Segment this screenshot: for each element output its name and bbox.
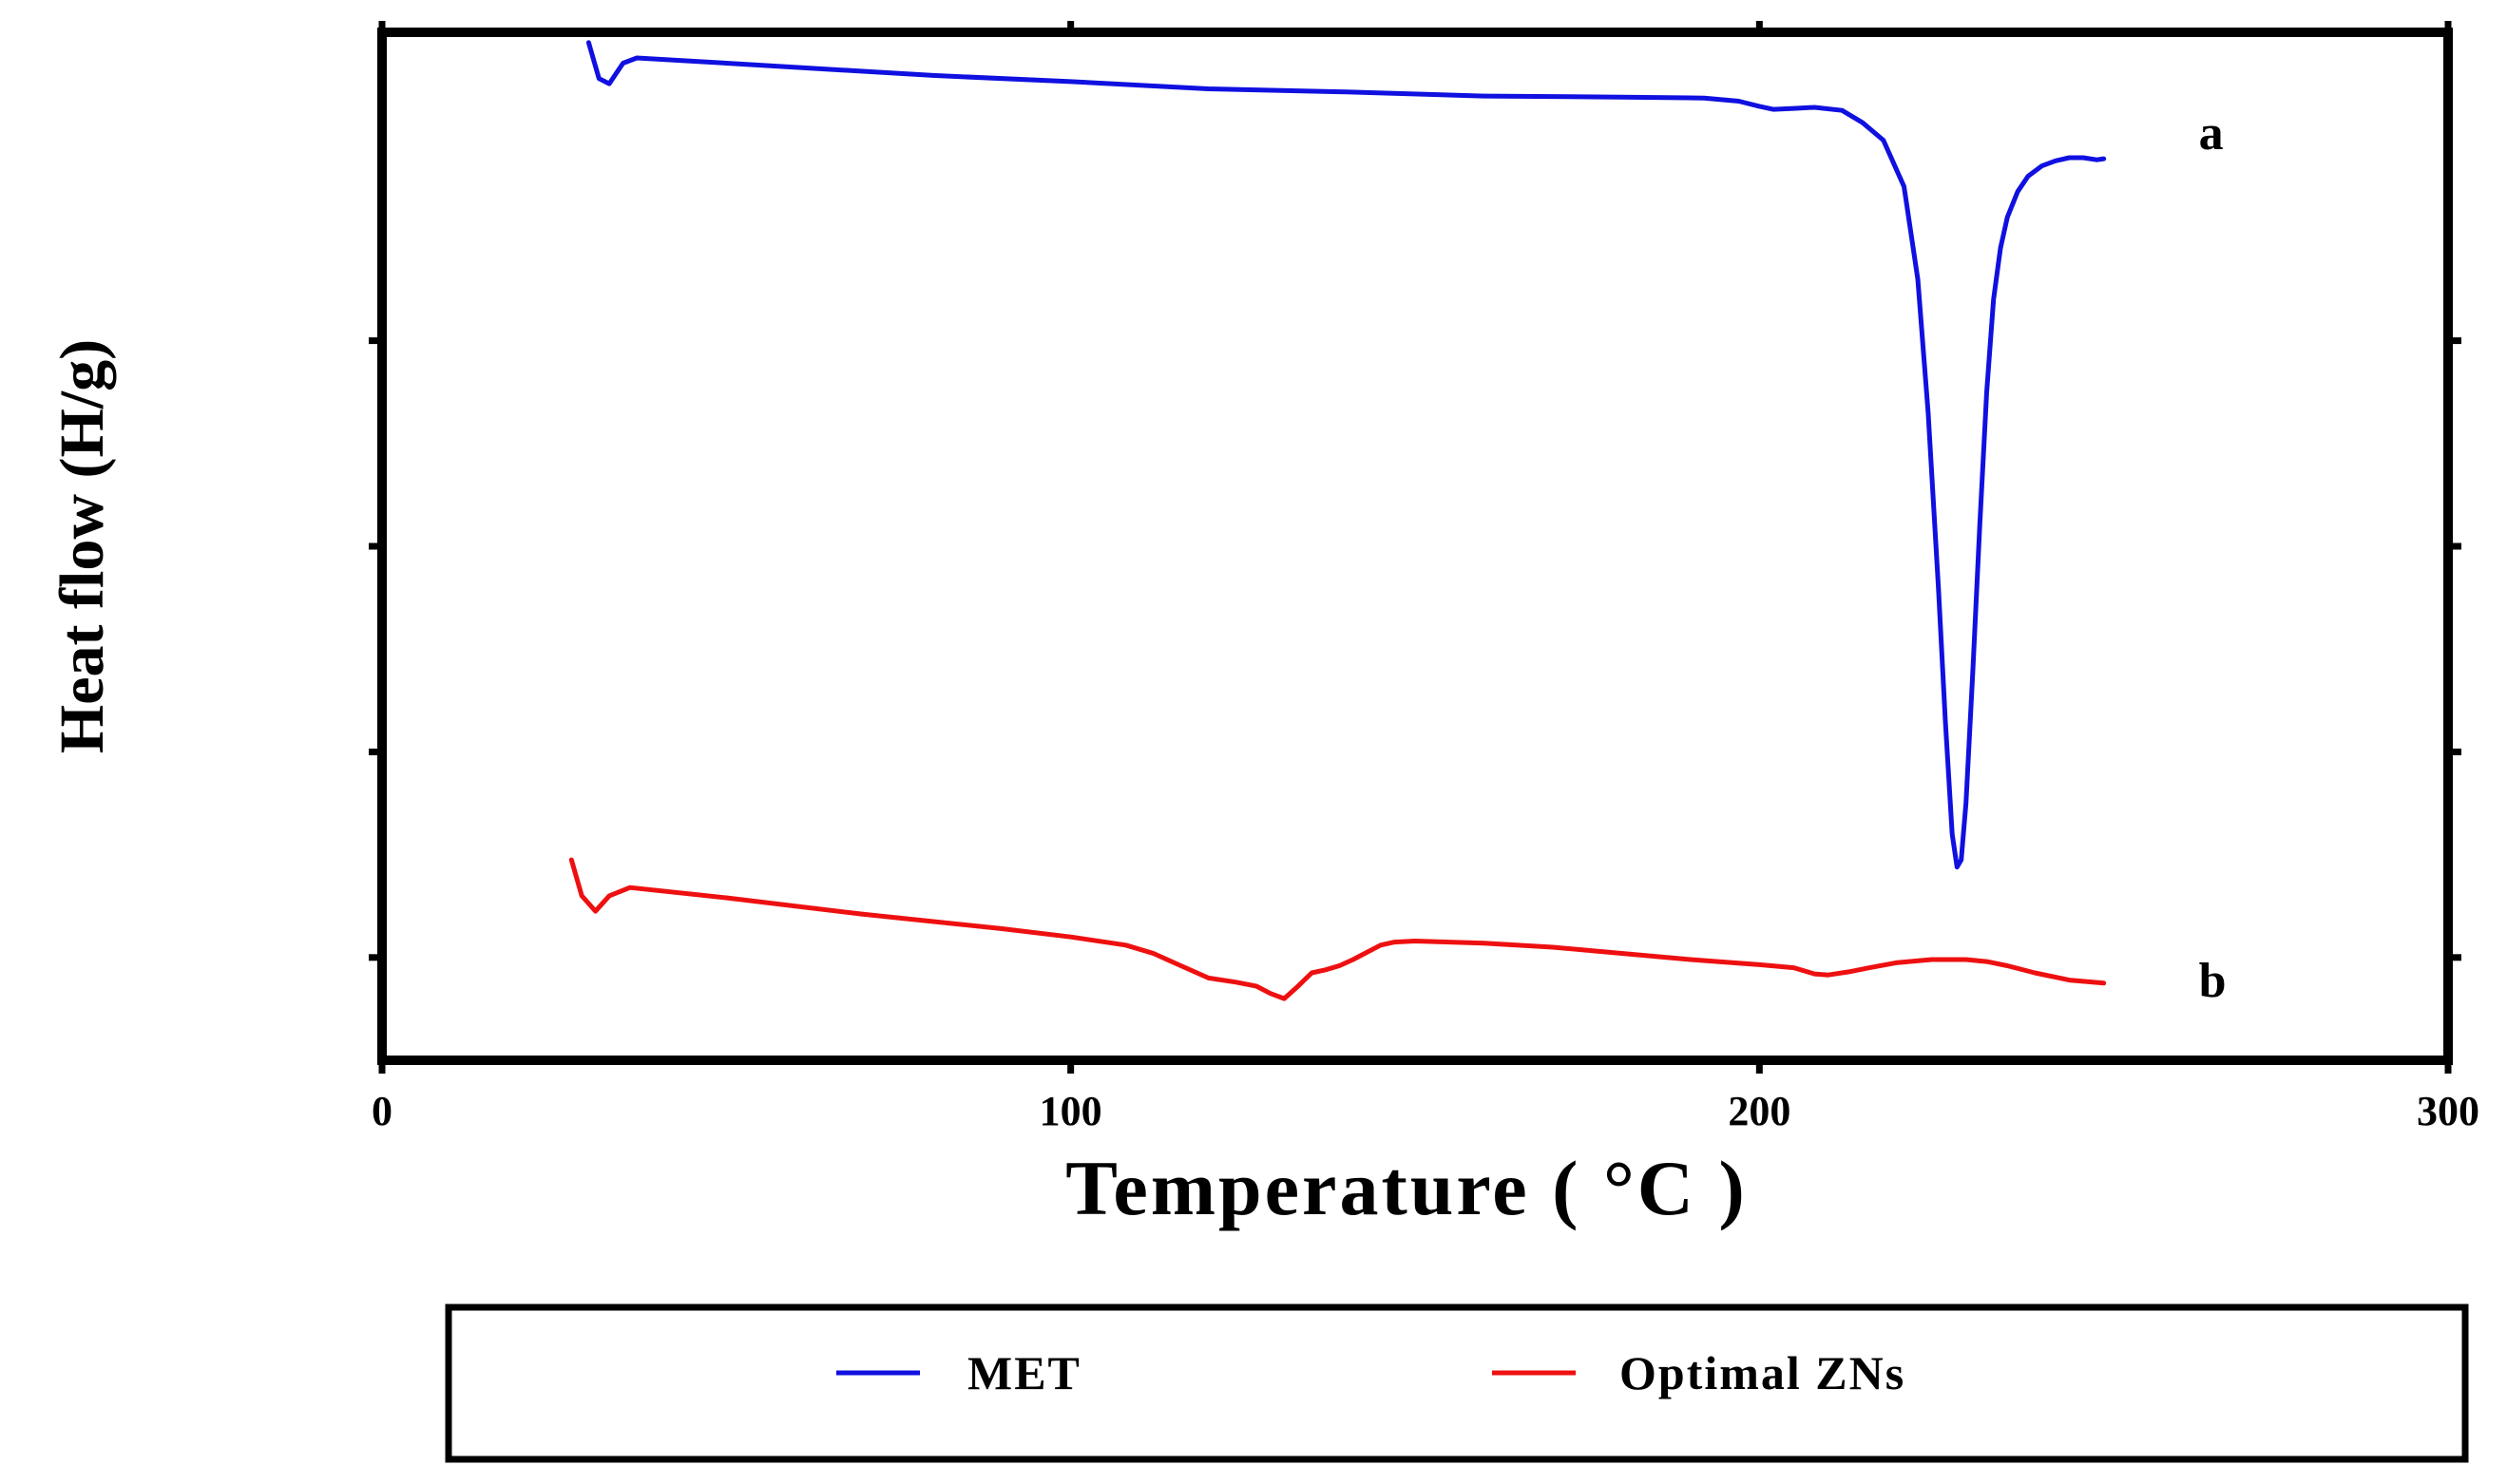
legend-label-met: MET — [967, 1346, 1081, 1399]
legend-box — [445, 1303, 2469, 1463]
y-axis-label: Heat flow (H/g) — [48, 339, 117, 753]
series-line-optimal-zns — [568, 857, 2107, 1001]
x-tick-label-2: 200 — [1728, 1088, 1790, 1134]
annotation-a: a — [2199, 106, 2224, 161]
x-tick-labels: 0 100 200 300 — [372, 1088, 2479, 1134]
series-line-met — [585, 40, 2107, 870]
legend-label-optimal-zns: Optimal ZNs — [1619, 1346, 1905, 1399]
x-tick-label-0: 0 — [372, 1088, 392, 1134]
plot-frame — [377, 28, 2453, 1065]
annotations-layer: ab — [2199, 106, 2227, 1008]
x-tick-label-3: 300 — [2417, 1088, 2479, 1134]
x-axis-label: Temperature ( °C ) — [1065, 1145, 1748, 1231]
annotation-b: b — [2199, 954, 2227, 1008]
legend: MET Optimal ZNs — [445, 1303, 2469, 1463]
x-tick-label-1: 100 — [1040, 1088, 1102, 1134]
series-layer — [568, 40, 2107, 1001]
